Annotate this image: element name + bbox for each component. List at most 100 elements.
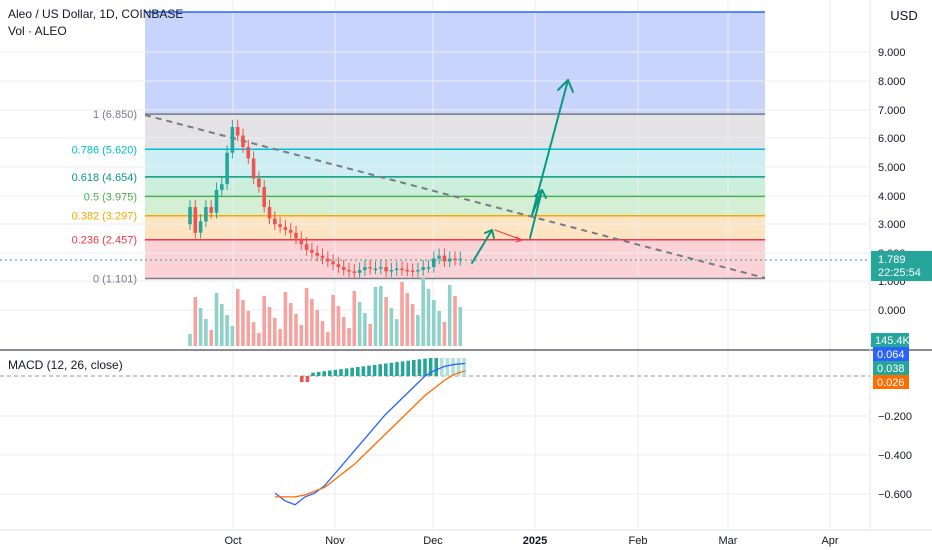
candle-body bbox=[336, 264, 341, 268]
volume-bar bbox=[336, 306, 341, 346]
projection-path[interactable] bbox=[471, 79, 574, 264]
candle-body bbox=[341, 267, 346, 270]
macd-hist-bar bbox=[417, 359, 422, 376]
volume-badge bbox=[871, 333, 909, 347]
histogram-badge bbox=[873, 361, 909, 375]
fib-zones bbox=[145, 12, 765, 278]
candle-body bbox=[310, 249, 314, 253]
macd-badge bbox=[873, 347, 909, 361]
candle-body bbox=[278, 224, 282, 228]
candle-body bbox=[315, 252, 319, 256]
candle-body bbox=[230, 126, 235, 153]
macd-hist-bar bbox=[428, 358, 433, 376]
fib-zone-top bbox=[145, 12, 765, 115]
macd-legend[interactable]: MACD (12, 26, close) bbox=[8, 358, 123, 372]
symbol-title[interactable]: Aleo / US Dollar, 1D, COINBASE bbox=[8, 7, 183, 21]
price-tick: 5.000 bbox=[878, 162, 906, 174]
fib-levels[interactable]: 1 (6.850) 0.786 (5.620) 0.618 (4.654) 0.5 (… bbox=[72, 109, 765, 286]
macd-hist-bar bbox=[367, 365, 371, 376]
macd-hist-bar bbox=[356, 367, 360, 376]
candle-body bbox=[299, 238, 304, 245]
candle-body bbox=[426, 267, 431, 269]
volume-bar bbox=[347, 328, 351, 346]
volume-bar bbox=[373, 287, 378, 346]
volume-bar bbox=[220, 304, 224, 346]
arrowhead-1-icon bbox=[484, 229, 495, 239]
candle-body bbox=[235, 126, 240, 136]
candle-body bbox=[368, 267, 372, 269]
volume-bar bbox=[209, 330, 213, 346]
macd-hist-bar bbox=[384, 363, 388, 376]
arrowhead-red-icon bbox=[515, 236, 523, 243]
fib-label: 0.618 (4.654) bbox=[72, 172, 137, 184]
time-axis[interactable]: Oct Nov Dec 2025 Feb Mar Apr bbox=[224, 535, 838, 547]
volume-bar bbox=[426, 289, 431, 346]
candle-body bbox=[209, 207, 213, 213]
candle-body bbox=[198, 221, 203, 233]
candle-body bbox=[193, 207, 198, 233]
candle-body bbox=[347, 269, 351, 272]
candle-body bbox=[241, 135, 245, 147]
candle-body bbox=[410, 270, 415, 273]
candle-body bbox=[294, 232, 298, 239]
volume-bar bbox=[267, 307, 272, 346]
time-label: Dec bbox=[423, 535, 443, 547]
volume-bar bbox=[304, 288, 309, 346]
volume-bar bbox=[214, 293, 219, 346]
volume-bar bbox=[310, 299, 314, 346]
candle-body bbox=[400, 268, 404, 271]
time-label: 2025 bbox=[523, 535, 547, 547]
volume-bar bbox=[384, 297, 388, 346]
macd-value: 0.064 bbox=[877, 349, 905, 361]
macd-hist-bar bbox=[412, 360, 416, 376]
volume-bar bbox=[283, 292, 288, 346]
currency-label[interactable]: USD bbox=[890, 8, 917, 23]
volume-bar bbox=[447, 285, 452, 346]
candle-body bbox=[416, 269, 420, 272]
trendline-dashed[interactable] bbox=[144, 114, 766, 279]
macd-hist-bar bbox=[361, 366, 366, 376]
candle-body bbox=[421, 267, 425, 270]
fib-label: 1 (6.850) bbox=[93, 109, 137, 121]
fib-label: 0.5 (3.975) bbox=[84, 191, 137, 203]
time-label: Apr bbox=[821, 535, 838, 547]
candle-body bbox=[373, 268, 378, 271]
fib-zone-3 bbox=[145, 176, 765, 196]
macd-hist-bar bbox=[400, 361, 405, 376]
volume-bar bbox=[294, 314, 298, 346]
volume-bar bbox=[442, 322, 447, 346]
volume-bar bbox=[193, 297, 198, 346]
macd-hist-bar bbox=[378, 364, 382, 376]
volume-bar bbox=[315, 310, 319, 346]
macd-hist-bar bbox=[328, 370, 332, 376]
candle-body bbox=[225, 152, 229, 185]
macd-hist-bar bbox=[322, 371, 326, 376]
candle-body bbox=[379, 267, 383, 269]
candles bbox=[188, 119, 463, 279]
fib-zone-4 bbox=[145, 196, 765, 215]
volume-bar bbox=[352, 291, 357, 346]
macd-hist-bar bbox=[305, 376, 310, 382]
candle-body bbox=[273, 218, 277, 225]
fib-label: 0.236 (2.457) bbox=[72, 235, 137, 247]
candle-body bbox=[437, 255, 441, 259]
volume-bar bbox=[235, 289, 240, 346]
volume-bar bbox=[405, 293, 410, 346]
volume-bar bbox=[458, 307, 463, 346]
candle-body bbox=[442, 255, 447, 262]
price-tick: 9.000 bbox=[878, 47, 906, 59]
candle-body bbox=[257, 178, 261, 188]
fib-label: 0.786 (5.620) bbox=[72, 144, 137, 156]
volume-legend[interactable]: Vol · ALEO bbox=[8, 24, 67, 38]
candle-body bbox=[326, 258, 330, 262]
candle-body bbox=[357, 269, 362, 273]
macd-hist-bar bbox=[333, 369, 338, 376]
macd-tick: −0.600 bbox=[878, 489, 912, 501]
volume-bar bbox=[363, 313, 367, 346]
price-tick: 3.000 bbox=[878, 219, 906, 231]
volume-bar bbox=[320, 321, 325, 346]
volume-bar bbox=[246, 311, 251, 346]
time-label: Oct bbox=[224, 535, 241, 547]
macd-hist-bar bbox=[311, 372, 315, 376]
